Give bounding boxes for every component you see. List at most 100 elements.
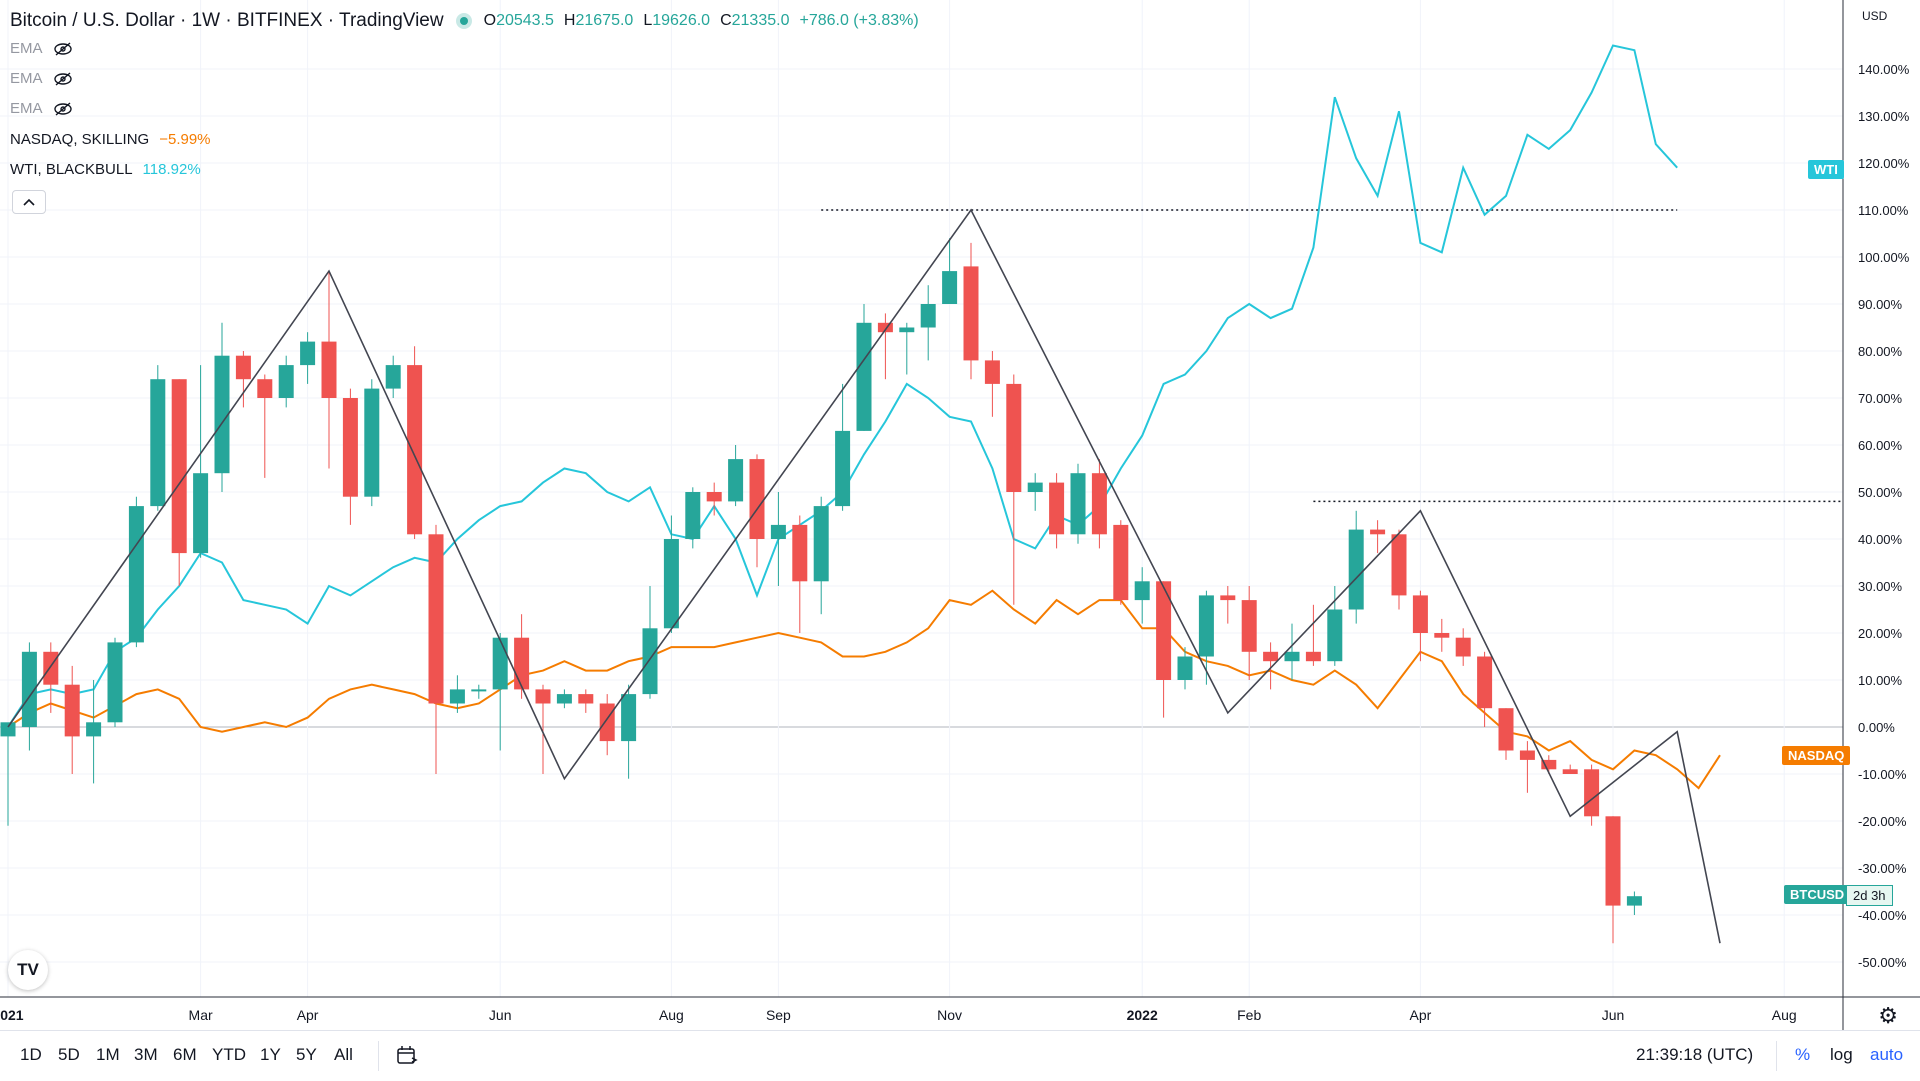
collapse-legend-button[interactable]	[12, 190, 46, 214]
range-ytd-button[interactable]: YTD	[212, 1045, 246, 1064]
candle-body	[599, 703, 615, 742]
market-status-dot	[459, 17, 468, 25]
btc-candle	[428, 524, 444, 774]
candle-body	[193, 473, 209, 554]
wti-scale-tag: WTI	[1808, 160, 1844, 179]
tradingview-logo[interactable]: TV	[8, 950, 48, 990]
chart-header: Bitcoin / U.S. Dollar · 1W · BITFINEX · …	[10, 8, 919, 34]
candle-body	[407, 365, 423, 535]
candle-body	[1113, 524, 1129, 601]
btc-candle	[1455, 628, 1471, 666]
log-scale-toggle[interactable]: log	[1830, 1045, 1853, 1064]
legend-nasdaq[interactable]: NASDAQ, SKILLING −5.99%	[10, 131, 211, 148]
legend-wti[interactable]: WTI, BLACKBULL 118.92%	[10, 161, 201, 178]
eye-hidden-icon[interactable]	[53, 71, 73, 86]
candle-body	[300, 341, 316, 366]
candle-body	[621, 694, 637, 742]
btc-candle	[407, 346, 423, 539]
calendar-range-icon[interactable]	[396, 1045, 418, 1065]
btc-candle	[1477, 651, 1493, 727]
x-tick-label: Mar	[189, 1007, 213, 1023]
range-5y-button[interactable]: 5Y	[296, 1045, 317, 1064]
btc-candle	[342, 388, 358, 525]
candle-body	[1477, 656, 1493, 709]
candle-body	[1156, 581, 1172, 680]
y-tick-label: 110.00%	[1858, 203, 1909, 218]
candle-body	[514, 637, 530, 690]
candle-body	[1498, 708, 1514, 751]
eye-hidden-icon[interactable]	[53, 41, 73, 56]
btc-candle	[1134, 567, 1150, 624]
y-tick-label: 140.00%	[1858, 62, 1910, 77]
range-5d-button[interactable]: 5D	[58, 1045, 80, 1064]
btc-candle	[1091, 459, 1107, 549]
btc-candle	[599, 694, 615, 756]
candle-body	[813, 506, 829, 582]
percent-scale-toggle[interactable]: %	[1795, 1045, 1811, 1064]
candle-body	[877, 322, 893, 333]
chevron-up-icon	[23, 198, 35, 206]
candle-body	[364, 388, 380, 497]
candle-body	[1391, 534, 1407, 596]
ohlc-low: L19626.0	[643, 12, 711, 29]
y-tick-label: 80.00%	[1858, 344, 1903, 359]
btc-candle	[1498, 708, 1514, 760]
range-1m-button[interactable]: 1M	[96, 1045, 120, 1064]
legend-ema-1[interactable]: EMA	[10, 40, 73, 57]
candle-body	[492, 637, 508, 690]
nasdaq-label: NASDAQ, SKILLING	[10, 131, 150, 148]
btc-candle	[64, 665, 80, 774]
candle-body	[728, 459, 744, 502]
range-6m-button[interactable]: 6M	[173, 1045, 197, 1064]
candle-body	[278, 365, 294, 398]
y-tick-label: 40.00%	[1858, 532, 1903, 547]
candle-body	[1455, 637, 1471, 657]
legend-ema-3[interactable]: EMA	[10, 100, 73, 117]
btc-candle	[1177, 647, 1193, 690]
y-tick-label: -40.00%	[1858, 908, 1907, 923]
btc-candle	[835, 383, 851, 511]
btc-candle	[492, 633, 508, 751]
btc-candle	[749, 454, 765, 568]
candle-body	[107, 642, 123, 723]
candle-body	[1519, 750, 1535, 760]
range-1d-button[interactable]: 1D	[20, 1045, 42, 1064]
candle-body	[1605, 816, 1621, 906]
candle-body	[1434, 633, 1450, 638]
btc-candle	[1391, 529, 1407, 610]
candle-body	[1370, 529, 1386, 535]
range-3m-button[interactable]: 3M	[134, 1045, 158, 1064]
range-all-button[interactable]: All	[334, 1045, 353, 1064]
candle-body	[21, 651, 37, 727]
candle-body	[86, 722, 102, 737]
btc-candle	[728, 445, 744, 507]
btc-candle	[1519, 741, 1535, 793]
btc-candle	[385, 355, 401, 398]
gear-icon[interactable]: ⚙	[1878, 1003, 1898, 1028]
x-tick-label: Apr	[297, 1007, 319, 1023]
eye-hidden-icon[interactable]	[53, 101, 73, 116]
wti-value: 118.92%	[142, 161, 201, 178]
btc-candle	[1412, 590, 1428, 662]
utc-clock[interactable]: 21:39:18 (UTC)	[1636, 1045, 1754, 1064]
candle-body	[1305, 651, 1321, 662]
btc-candle	[1006, 374, 1022, 605]
candle-body	[792, 524, 808, 582]
btc-candle	[107, 637, 123, 727]
candle-body	[257, 379, 273, 398]
candle-body	[1091, 473, 1107, 535]
candle-body	[770, 524, 786, 539]
btc-candle	[1241, 586, 1257, 680]
x-tick-label: Apr	[1410, 1007, 1432, 1023]
symbol-title[interactable]: Bitcoin / U.S. Dollar · 1W · BITFINEX · …	[10, 10, 444, 31]
btc-candle	[556, 689, 572, 709]
btc-candle	[364, 379, 380, 507]
range-1y-button[interactable]: 1Y	[260, 1045, 281, 1064]
btc-candle	[193, 365, 209, 558]
legend-ema-2[interactable]: EMA	[10, 70, 73, 87]
candle-body	[1134, 581, 1150, 601]
x-tick-label: Jun	[1602, 1007, 1625, 1023]
auto-scale-toggle[interactable]: auto	[1870, 1045, 1904, 1064]
ohlc-values: O20543.5 H21675.0 L19626.0 C21335.0 +786…	[484, 12, 919, 30]
